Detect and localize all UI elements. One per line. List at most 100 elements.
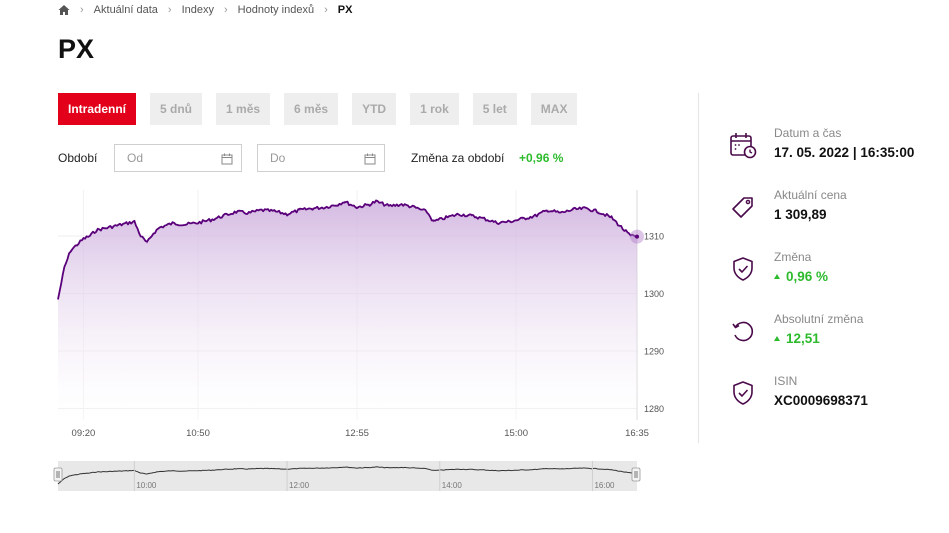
data-point bbox=[76, 244, 78, 246]
data-point bbox=[171, 222, 174, 224]
data-point bbox=[89, 235, 91, 237]
tab-intradenni[interactable]: Intradenní bbox=[58, 93, 137, 125]
y-tick-label: 1310 bbox=[644, 232, 664, 242]
data-point bbox=[273, 210, 275, 212]
period-row: Období Od Do Změna za období +0,96 % bbox=[58, 144, 598, 174]
tab-5-let[interactable]: 5 let bbox=[472, 93, 517, 125]
current-price-label: Aktuální cena bbox=[774, 188, 847, 202]
datetime-label: Datum a čas bbox=[774, 126, 842, 140]
x-tick-label: 12:55 bbox=[345, 428, 369, 439]
navigator-tick-label: 16:00 bbox=[594, 481, 615, 490]
data-point bbox=[369, 203, 371, 205]
data-point bbox=[598, 211, 600, 213]
absolute-change-value-text: 12,51 bbox=[786, 331, 820, 346]
period-tabs: Intradenní 5 dnů 1 měs 6 měs YTD 1 rok 5… bbox=[58, 93, 591, 125]
data-point bbox=[483, 218, 485, 220]
data-point bbox=[70, 249, 72, 251]
info-isin: ISIN XC0009698371 bbox=[728, 374, 943, 414]
navigator-handle-right[interactable] bbox=[631, 467, 641, 482]
x-tick-label: 09:20 bbox=[72, 428, 96, 439]
data-point bbox=[547, 209, 549, 211]
data-point bbox=[311, 207, 314, 209]
tab-ytd[interactable]: YTD bbox=[352, 93, 397, 125]
date-to-field[interactable]: Do bbox=[257, 144, 385, 172]
chevron-right-icon: › bbox=[80, 4, 84, 16]
data-point bbox=[159, 226, 161, 228]
data-point bbox=[121, 223, 123, 226]
change-label: Změna bbox=[774, 250, 812, 264]
y-tick-label: 1300 bbox=[644, 289, 664, 299]
data-point bbox=[432, 221, 434, 223]
navigator-tick-label: 14:00 bbox=[442, 481, 463, 490]
data-point bbox=[458, 213, 460, 215]
data-point bbox=[572, 208, 574, 211]
data-point bbox=[337, 203, 339, 205]
data-point bbox=[82, 238, 85, 240]
data-point bbox=[133, 221, 135, 223]
shield-check-icon bbox=[728, 378, 758, 408]
page-title: PX bbox=[58, 34, 95, 64]
data-point bbox=[534, 215, 536, 217]
datetime-value: 17. 05. 2022 | 16:35:00 bbox=[774, 145, 915, 160]
data-point bbox=[413, 206, 415, 208]
breadcrumb-item-aktualni-data[interactable]: Aktuální data bbox=[93, 4, 158, 16]
current-price-value: 1 309,89 bbox=[774, 207, 827, 222]
change-value: 0,96 % bbox=[774, 269, 828, 284]
navigator-window[interactable] bbox=[58, 461, 637, 491]
change-period-label: Změna za období bbox=[411, 151, 505, 165]
navigator-handle-left[interactable] bbox=[53, 467, 63, 482]
breadcrumb: › Aktuální data › Indexy › Hodnoty index… bbox=[58, 2, 352, 18]
date-from-field[interactable]: Od bbox=[114, 144, 242, 172]
data-point bbox=[324, 206, 326, 208]
tab-6-mes[interactable]: 6 měs bbox=[284, 93, 339, 125]
data-point bbox=[57, 298, 59, 300]
chart-svg[interactable]: 1280 1290 1300 1310 09:20 10:50 12:55 15:00 16:… bbox=[0, 180, 700, 510]
change-value-text: 0,96 % bbox=[786, 269, 829, 284]
data-point bbox=[356, 206, 358, 208]
info-datetime: Datum a čas 17. 05. 2022 | 16:35:00 bbox=[728, 126, 943, 166]
home-icon[interactable] bbox=[58, 4, 70, 16]
shield-check-icon bbox=[728, 254, 758, 284]
data-point bbox=[560, 212, 562, 214]
data-point bbox=[426, 211, 428, 213]
navigator-tick-label: 10:00 bbox=[136, 481, 157, 490]
calendar-icon[interactable] bbox=[364, 153, 376, 165]
data-point bbox=[197, 222, 199, 224]
info-current-price: Aktuální cena 1 309,89 bbox=[728, 188, 943, 228]
data-point bbox=[388, 205, 390, 207]
price-tag-icon bbox=[728, 192, 758, 222]
info-absolute-change: Absolutní změna 12,51 bbox=[728, 312, 943, 352]
arrow-up-icon bbox=[774, 336, 780, 341]
data-point bbox=[343, 200, 345, 203]
chevron-right-icon: › bbox=[223, 4, 228, 16]
data-point bbox=[521, 218, 524, 220]
breadcrumb-item-indexy[interactable]: Indexy bbox=[181, 4, 214, 16]
tab-1-mes[interactable]: 1 měs bbox=[216, 93, 271, 125]
data-point bbox=[470, 215, 473, 217]
tab-5-dnu[interactable]: 5 dnů bbox=[150, 93, 203, 125]
data-point bbox=[95, 229, 97, 231]
intraday-chart[interactable]: 1280 1290 1300 1310 09:20 10:50 12:55 15:00 16:… bbox=[0, 180, 700, 510]
tab-max[interactable]: MAX bbox=[530, 93, 578, 125]
chevron-right-icon: › bbox=[167, 4, 172, 16]
data-point bbox=[400, 203, 403, 205]
date-to-placeholder: Do bbox=[270, 151, 286, 165]
last-point-marker[interactable] bbox=[635, 234, 639, 239]
tab-1-rok[interactable]: 1 rok bbox=[410, 93, 459, 125]
x-tick-label: 10:50 bbox=[186, 428, 210, 439]
data-point bbox=[235, 211, 237, 213]
absolute-change-label: Absolutní změna bbox=[774, 312, 864, 326]
breadcrumb-current: PX bbox=[337, 4, 353, 16]
x-tick-label: 16:35 bbox=[625, 428, 649, 439]
data-point bbox=[630, 235, 632, 237]
x-tick-label: 15:00 bbox=[504, 428, 528, 439]
period-label: Období bbox=[58, 151, 98, 165]
date-from-placeholder: Od bbox=[127, 151, 144, 165]
data-point bbox=[261, 209, 263, 211]
calendar-icon[interactable] bbox=[221, 153, 233, 165]
breadcrumb-item-hodnoty-indexu[interactable]: Hodnoty indexů bbox=[237, 4, 315, 16]
navigator-tick-label: 12:00 bbox=[289, 481, 310, 490]
data-point bbox=[184, 223, 186, 226]
calendar-clock-icon bbox=[728, 130, 758, 160]
data-point bbox=[210, 219, 212, 221]
